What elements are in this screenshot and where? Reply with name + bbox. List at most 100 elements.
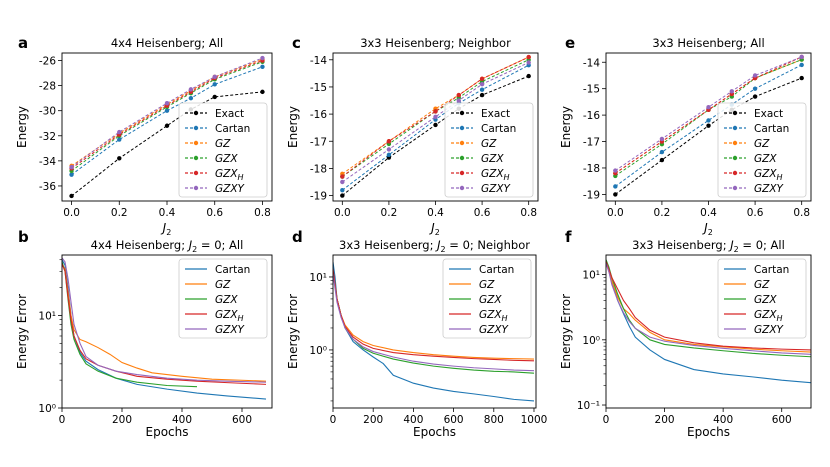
series-line-gz xyxy=(71,58,263,167)
data-point xyxy=(260,89,265,95)
data-point xyxy=(212,74,217,80)
data-point xyxy=(69,172,74,177)
y-axis-label: Energy Error xyxy=(15,294,29,369)
legend-label: GZ xyxy=(754,138,770,150)
y-tick-label: -16 xyxy=(310,109,327,121)
series-line-gz xyxy=(606,262,811,353)
y-axis-label: Energy Error xyxy=(286,294,300,369)
legend-label: GZXY xyxy=(215,183,246,195)
data-point xyxy=(659,157,665,163)
legend-label: GZ xyxy=(479,279,495,291)
y-tick-label: -17 xyxy=(583,137,600,149)
data-point xyxy=(340,187,345,193)
data-point xyxy=(164,108,170,113)
axes-frame xyxy=(332,52,539,202)
legend-marker xyxy=(732,155,738,161)
axes-frame xyxy=(605,52,812,202)
legend-label: GZX xyxy=(754,294,777,306)
legend-marker xyxy=(459,170,465,176)
x-tick-label: 400 xyxy=(172,414,192,426)
data-point xyxy=(706,123,711,128)
data-point xyxy=(613,192,618,197)
chart-title: 3x3 Heisenberg; Neighbor xyxy=(360,36,511,50)
x-tick-label: 0 xyxy=(59,414,66,426)
legend-marker xyxy=(193,125,199,131)
legend-label: GZXY xyxy=(754,183,785,195)
y-tick-label: 10¹ xyxy=(309,272,327,284)
data-point xyxy=(433,114,438,120)
data-point xyxy=(117,129,122,135)
x-tick-label: 0.2 xyxy=(111,207,128,219)
x-axis-label: Epochs xyxy=(413,425,456,439)
data-point xyxy=(752,94,758,99)
x-tick-label: 0.6 xyxy=(747,207,764,219)
chart-title: 3x3 Heisenberg; J2 = 0; All xyxy=(632,238,785,254)
x-tick-label: 0.8 xyxy=(520,207,537,219)
y-tick-label: 10⁰ xyxy=(582,335,600,347)
data-point xyxy=(386,147,392,152)
data-point xyxy=(729,89,734,94)
y-tick-label: 10⁰ xyxy=(309,345,327,357)
data-point xyxy=(164,100,170,106)
data-point xyxy=(479,76,485,81)
data-point xyxy=(117,137,122,142)
x-tick-label: 600 xyxy=(772,414,792,426)
data-point xyxy=(260,64,265,69)
y-tick-label: -19 xyxy=(583,189,600,201)
x-tick-label: 0.2 xyxy=(654,207,671,219)
panel-letter: f xyxy=(565,228,572,246)
axes-frame xyxy=(61,254,273,409)
panel-d: d 3x3 Heisenberg; J2 = 0; Neighbor 0 200 400… xyxy=(286,228,547,439)
x-tick-label: 200 xyxy=(655,414,675,426)
legend-marker xyxy=(193,170,199,176)
y-tick-label: -28 xyxy=(39,81,56,93)
data-point xyxy=(659,136,665,142)
legend-label: Cartan xyxy=(754,123,789,135)
data-point xyxy=(340,174,345,179)
legend-label: GZX xyxy=(481,153,504,165)
data-point xyxy=(613,184,618,189)
legend-label: Exact xyxy=(481,108,510,120)
series-line-gzxy xyxy=(615,56,802,172)
x-tick-label: 0.6 xyxy=(474,207,491,219)
chart-title: 3x3 Heisenberg; All xyxy=(652,36,764,50)
x-tick-label: 0 xyxy=(330,414,337,426)
legend-label: GZXH xyxy=(215,168,244,182)
legend-label: GZX xyxy=(479,294,502,306)
x-tick-label: 400 xyxy=(713,414,733,426)
legend-marker xyxy=(459,185,465,191)
data-point xyxy=(706,118,711,123)
data-point xyxy=(479,82,485,87)
legend-marker xyxy=(459,125,465,131)
plot-area xyxy=(69,55,265,199)
data-point xyxy=(188,87,194,92)
data-point xyxy=(386,139,392,144)
data-point xyxy=(386,152,392,158)
data-point xyxy=(340,179,345,185)
x-tick-label: 200 xyxy=(363,414,383,426)
y-tick-label: -30 xyxy=(39,106,56,118)
panel-letter: e xyxy=(565,34,575,52)
legend-label: GZXH xyxy=(215,309,244,323)
data-point xyxy=(433,122,438,128)
legend-marker xyxy=(459,155,465,161)
panel-b: b 4x4 Heisenberg; J2 = 0; All 0 200 400 600 10… xyxy=(15,228,273,439)
x-tick-label: 600 xyxy=(232,414,252,426)
data-point xyxy=(799,62,804,68)
legend-box xyxy=(717,258,807,339)
y-tick-label: 10⁻¹ xyxy=(577,400,600,412)
x-axis-label: Epochs xyxy=(687,425,730,439)
y-tick-label: -18 xyxy=(583,163,600,175)
y-tick-label: -16 xyxy=(583,110,600,122)
data-point xyxy=(69,193,74,199)
legend-label: GZ xyxy=(754,279,770,291)
x-tick-label: 0.0 xyxy=(607,207,624,219)
y-tick-label: -36 xyxy=(39,181,56,193)
panel-e: e 3x3 Heisenberg; All 0.0 0.2 0.4 0.6 0.8 -19 -1… xyxy=(559,34,812,237)
axes-frame xyxy=(332,254,537,409)
x-axis-label: J2 xyxy=(702,221,713,237)
x-tick-label: 0.2 xyxy=(381,207,398,219)
series-line-gzx-h xyxy=(71,60,263,169)
